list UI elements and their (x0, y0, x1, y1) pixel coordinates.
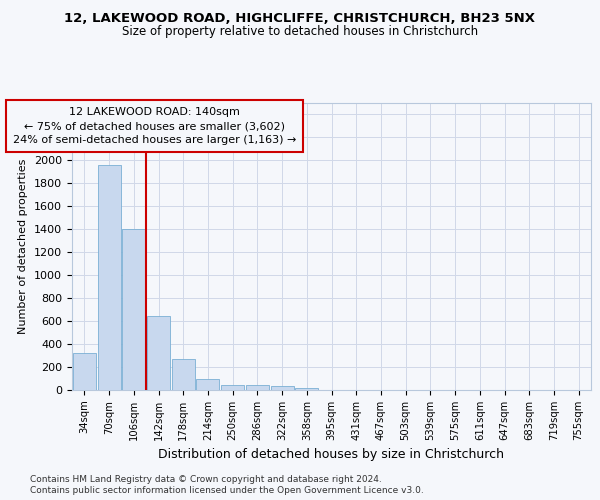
Text: 12 LAKEWOOD ROAD: 140sqm
← 75% of detached houses are smaller (3,602)
24% of sem: 12 LAKEWOOD ROAD: 140sqm ← 75% of detach… (13, 107, 296, 145)
Bar (98, 164, 121, 390)
Bar (221, 385, 244, 390)
Text: Contains public sector information licensed under the Open Government Licence v3: Contains public sector information licen… (30, 486, 424, 495)
Text: 12, LAKEWOOD ROAD, HIGHCLIFFE, CHRISTCHURCH, BH23 5NX: 12, LAKEWOOD ROAD, HIGHCLIFFE, CHRISTCHU… (65, 12, 536, 26)
Bar (196, 378, 220, 390)
Bar (172, 359, 195, 390)
Text: Size of property relative to detached houses in Christchurch: Size of property relative to detached ho… (122, 25, 478, 38)
Bar (246, 386, 269, 390)
Bar (147, 316, 170, 390)
Bar (271, 386, 293, 390)
Bar (295, 388, 318, 390)
Bar (73, 352, 96, 390)
X-axis label: Distribution of detached houses by size in Christchurch: Distribution of detached houses by size … (158, 448, 505, 462)
Text: Contains HM Land Registry data © Crown copyright and database right 2024.: Contains HM Land Registry data © Crown c… (30, 475, 382, 484)
Y-axis label: Number of detached properties: Number of detached properties (19, 158, 28, 334)
Bar (122, 229, 145, 390)
